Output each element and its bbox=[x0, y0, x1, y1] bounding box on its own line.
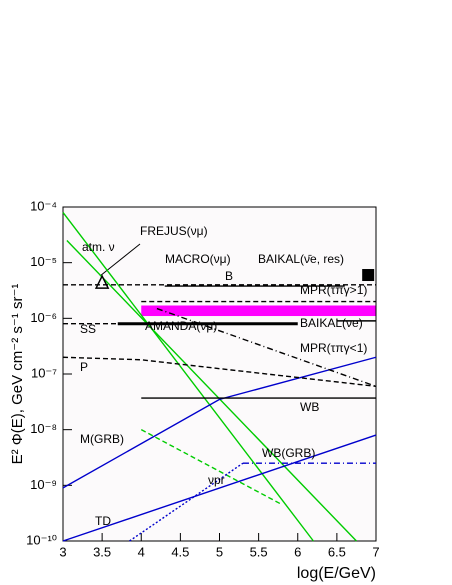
series-line bbox=[62, 356, 377, 489]
x-tick-label: 6 bbox=[294, 544, 301, 559]
point-label: BAIKAL(ν̄e, res) bbox=[258, 252, 344, 266]
y-tick-label: 10⁻⁵ bbox=[30, 254, 57, 269]
series-label: MPR(τπγ>1) bbox=[300, 283, 367, 297]
series-line bbox=[129, 462, 244, 542]
x-tick-label: 4.5 bbox=[171, 544, 189, 559]
x-tick-label: 5.5 bbox=[250, 544, 268, 559]
series-label: TD bbox=[95, 514, 111, 528]
point-marker bbox=[362, 269, 375, 282]
y-tick-label: 10⁻⁹ bbox=[30, 477, 57, 492]
series-line bbox=[66, 240, 357, 542]
plot-area bbox=[63, 207, 376, 541]
series-label: B bbox=[225, 269, 233, 283]
series-label: WB bbox=[300, 400, 319, 414]
series-label: BAIKAL(νe) bbox=[300, 316, 363, 330]
series-label: P bbox=[80, 360, 88, 374]
series-line bbox=[62, 434, 377, 542]
series-label: νpr bbox=[208, 473, 225, 487]
y-axis-label: E² Φ(E), GeV cm⁻² s⁻¹ sr⁻¹ bbox=[9, 284, 26, 465]
point-label: FREJUS(νμ) bbox=[140, 224, 208, 238]
y-tick-label: 10⁻⁶ bbox=[30, 310, 57, 325]
x-tick-label: 7 bbox=[372, 544, 379, 559]
series-line bbox=[62, 356, 377, 388]
series-line bbox=[62, 211, 314, 542]
series-label: AMANDA(νμ) bbox=[145, 319, 217, 333]
y-tick-label: 10⁻¹⁰ bbox=[26, 532, 57, 547]
x-tick-label: 3 bbox=[59, 544, 66, 559]
y-tick-label: 10⁻⁴ bbox=[30, 198, 57, 213]
y-tick-label: 10⁻⁸ bbox=[30, 421, 57, 436]
band bbox=[141, 305, 376, 317]
y-tick-label: 10⁻⁷ bbox=[31, 365, 57, 380]
series-label: WB(GRB) bbox=[262, 446, 315, 460]
series-label: MPR(τπγ<1) bbox=[300, 341, 367, 355]
series-label: M(GRB) bbox=[80, 432, 124, 446]
series-line bbox=[140, 429, 283, 506]
point-marker bbox=[94, 274, 110, 289]
x-axis-label: log(E/GeV) bbox=[297, 565, 376, 582]
series-label: SS bbox=[80, 322, 96, 336]
series-label: atm. ν bbox=[82, 240, 115, 254]
series-label: MACRO(νμ) bbox=[165, 252, 231, 266]
x-tick-label: 3.5 bbox=[93, 544, 111, 559]
x-tick-label: 5 bbox=[216, 544, 223, 559]
x-tick-label: 6.5 bbox=[328, 544, 346, 559]
x-tick-label: 4 bbox=[138, 544, 145, 559]
